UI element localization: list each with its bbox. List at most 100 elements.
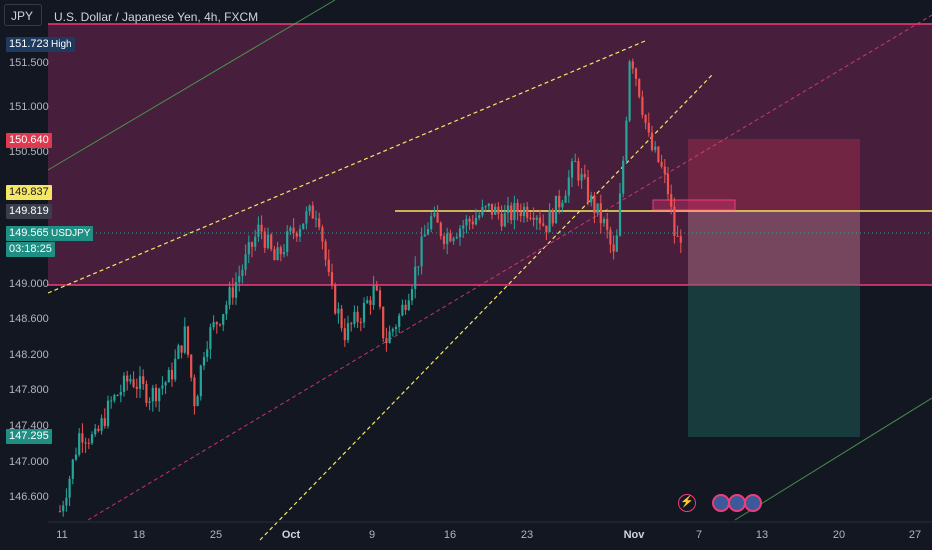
candle-body bbox=[110, 400, 113, 402]
time-label: 9 bbox=[368, 529, 376, 541]
candle-body bbox=[666, 173, 670, 195]
candle-body bbox=[97, 428, 100, 431]
candle-body bbox=[212, 322, 215, 328]
green-trend-bottom bbox=[734, 397, 932, 521]
candle-body bbox=[574, 161, 577, 163]
candle-body bbox=[580, 174, 583, 181]
candle-body bbox=[106, 400, 110, 427]
candle-body bbox=[180, 345, 183, 353]
candle-body bbox=[174, 358, 177, 380]
candle-body bbox=[369, 300, 372, 305]
candle-body bbox=[538, 217, 542, 224]
candle-body bbox=[164, 382, 167, 386]
candle-body bbox=[116, 395, 119, 397]
price-label: 148.200 bbox=[9, 349, 49, 361]
candle-body bbox=[385, 338, 388, 344]
candle-body bbox=[670, 194, 673, 207]
candle-body bbox=[474, 217, 478, 225]
countdown-tag: 03:18:25 bbox=[6, 242, 55, 257]
candle-body bbox=[391, 329, 394, 332]
candle-body bbox=[58, 511, 62, 513]
candle-body bbox=[222, 314, 225, 325]
candle-body bbox=[510, 205, 513, 220]
candle-body bbox=[138, 376, 142, 389]
candle-body bbox=[193, 377, 196, 407]
candle-body bbox=[478, 215, 481, 218]
lightning-icon[interactable]: ⚡ bbox=[678, 494, 696, 512]
candle-body bbox=[599, 203, 602, 224]
candle-body bbox=[337, 308, 340, 314]
high-price-tag: 151.723 bbox=[6, 37, 52, 52]
candle-body bbox=[612, 244, 615, 252]
candle-body bbox=[378, 290, 382, 307]
candle-body bbox=[87, 442, 90, 444]
candle-body bbox=[593, 195, 596, 214]
small-red-box bbox=[652, 199, 736, 211]
candle-body bbox=[71, 459, 74, 479]
candle-body bbox=[423, 234, 426, 237]
green-level-tag: 147.295 bbox=[6, 429, 52, 444]
candle-body bbox=[254, 236, 257, 247]
us-flag-icon[interactable] bbox=[744, 494, 762, 512]
candle-body bbox=[113, 395, 116, 401]
yellow-dashed-upper bbox=[47, 40, 646, 294]
candle-body bbox=[196, 396, 199, 407]
candle-body bbox=[609, 229, 612, 245]
candle-body bbox=[542, 223, 545, 226]
candle-body bbox=[462, 225, 465, 229]
candle-body bbox=[551, 210, 554, 224]
candle-body bbox=[625, 120, 628, 161]
candle-body bbox=[154, 387, 158, 402]
candle-body bbox=[311, 205, 314, 219]
candle-body bbox=[442, 236, 446, 245]
candle-body bbox=[634, 68, 638, 79]
candle-body bbox=[273, 249, 276, 261]
candle-body bbox=[638, 78, 641, 97]
candle-body bbox=[314, 218, 318, 220]
pink-dashed-channel bbox=[87, 14, 932, 521]
candle-body bbox=[65, 497, 68, 506]
candle-body bbox=[506, 205, 510, 214]
candle-body bbox=[119, 391, 122, 396]
candle-body bbox=[628, 61, 631, 121]
candle-body bbox=[202, 357, 206, 366]
candle-body bbox=[68, 478, 71, 498]
symbol-label: USDJPY bbox=[48, 226, 94, 241]
candle-body bbox=[644, 114, 647, 123]
candle-body bbox=[286, 231, 289, 253]
candle-body bbox=[679, 236, 682, 243]
candle-body bbox=[631, 61, 634, 69]
candle-body bbox=[548, 210, 551, 233]
candle-body bbox=[228, 287, 231, 305]
candle-body bbox=[94, 428, 97, 435]
candle-body bbox=[570, 161, 574, 178]
candle-body bbox=[394, 326, 398, 330]
candle-body bbox=[602, 218, 606, 224]
high-label: High bbox=[48, 37, 75, 52]
candle-body bbox=[209, 327, 212, 350]
candle-body bbox=[90, 434, 94, 444]
time-label: 27 bbox=[908, 529, 922, 541]
time-label: Nov bbox=[623, 529, 645, 541]
candle-body bbox=[577, 161, 580, 181]
candle-body bbox=[186, 326, 190, 355]
candle-body bbox=[503, 213, 506, 227]
candle-body bbox=[465, 218, 468, 226]
candle-body bbox=[487, 203, 490, 207]
candles bbox=[58, 58, 682, 517]
candle-body bbox=[84, 442, 87, 444]
candle-body bbox=[657, 146, 660, 162]
time-label: 13 bbox=[755, 529, 769, 541]
candle-body bbox=[177, 345, 180, 359]
green-trend-top bbox=[47, 0, 336, 171]
candle-body bbox=[615, 235, 618, 252]
candle-body bbox=[414, 266, 417, 290]
candle-body bbox=[359, 321, 362, 323]
candle-body bbox=[346, 323, 350, 341]
symbol-button[interactable]: JPY bbox=[4, 4, 42, 26]
candle-body bbox=[260, 224, 263, 232]
candle-body bbox=[298, 229, 302, 237]
candle-body bbox=[398, 315, 401, 327]
candle-body bbox=[439, 222, 442, 237]
